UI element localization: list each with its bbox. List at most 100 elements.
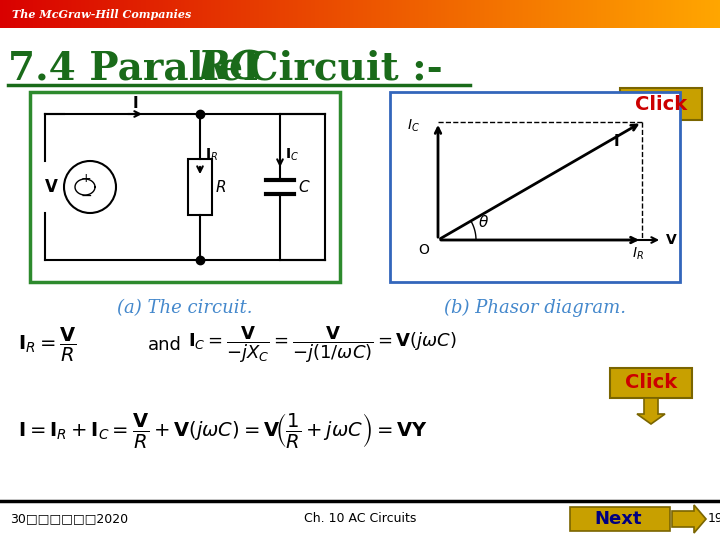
Bar xyxy=(475,0,476,28)
Bar xyxy=(230,0,231,28)
Bar xyxy=(370,0,371,28)
Bar xyxy=(112,0,113,28)
Bar xyxy=(687,0,688,28)
Bar xyxy=(480,0,481,28)
Bar xyxy=(239,0,240,28)
Bar xyxy=(14,0,15,28)
Bar xyxy=(398,0,399,28)
Bar xyxy=(511,0,512,28)
Bar xyxy=(64,0,65,28)
Bar xyxy=(367,0,368,28)
Bar xyxy=(599,0,600,28)
Bar xyxy=(141,0,142,28)
Bar xyxy=(465,0,466,28)
Bar xyxy=(573,0,574,28)
Bar xyxy=(618,0,619,28)
Text: $\mathbf{I}_R = \dfrac{\mathbf{V}}{R}$: $\mathbf{I}_R = \dfrac{\mathbf{V}}{R}$ xyxy=(18,326,76,364)
Bar xyxy=(164,0,165,28)
Bar xyxy=(300,0,301,28)
Bar xyxy=(168,0,169,28)
Bar xyxy=(278,0,279,28)
Bar xyxy=(167,0,168,28)
Bar xyxy=(180,0,181,28)
Bar xyxy=(20,0,21,28)
Bar xyxy=(253,0,254,28)
Bar xyxy=(258,0,259,28)
Bar xyxy=(704,0,705,28)
Bar xyxy=(408,0,409,28)
Bar xyxy=(41,0,42,28)
Bar xyxy=(281,0,282,28)
Bar xyxy=(489,0,490,28)
Bar xyxy=(542,0,543,28)
Bar xyxy=(272,0,273,28)
Bar xyxy=(575,0,576,28)
Bar xyxy=(574,0,575,28)
Bar xyxy=(650,0,651,28)
Bar xyxy=(567,0,568,28)
Bar xyxy=(90,0,91,28)
Bar xyxy=(22,0,23,28)
Bar xyxy=(466,0,467,28)
Bar xyxy=(327,0,328,28)
Bar xyxy=(227,0,228,28)
Bar xyxy=(36,0,37,28)
Bar xyxy=(625,0,626,28)
Bar xyxy=(706,0,707,28)
Bar xyxy=(328,0,329,28)
Bar xyxy=(51,0,52,28)
Bar xyxy=(518,0,519,28)
Bar xyxy=(47,0,48,28)
Bar xyxy=(405,0,406,28)
Bar xyxy=(471,0,472,28)
Bar xyxy=(2,0,3,28)
Bar xyxy=(338,0,339,28)
Bar xyxy=(473,0,474,28)
Bar xyxy=(284,0,285,28)
Bar xyxy=(411,0,412,28)
Bar xyxy=(614,0,615,28)
Bar xyxy=(652,0,653,28)
Bar xyxy=(296,0,297,28)
Bar xyxy=(447,0,448,28)
Bar xyxy=(672,0,673,28)
Bar xyxy=(268,0,269,28)
Bar xyxy=(612,0,613,28)
Bar xyxy=(598,0,599,28)
Bar xyxy=(16,0,17,28)
Bar xyxy=(144,0,145,28)
Bar xyxy=(645,0,646,28)
Bar xyxy=(431,0,432,28)
Bar xyxy=(540,0,541,28)
Bar xyxy=(342,0,343,28)
Bar xyxy=(713,0,714,28)
Bar xyxy=(193,0,194,28)
Bar xyxy=(373,0,374,28)
Bar xyxy=(719,0,720,28)
Bar xyxy=(664,0,665,28)
Bar xyxy=(346,0,347,28)
Bar xyxy=(59,0,60,28)
Bar xyxy=(89,0,90,28)
Bar xyxy=(391,0,392,28)
Bar xyxy=(403,0,404,28)
Bar xyxy=(242,0,243,28)
Bar xyxy=(310,0,311,28)
Bar xyxy=(397,0,398,28)
Bar xyxy=(319,0,320,28)
Bar xyxy=(651,0,652,28)
Bar xyxy=(291,0,292,28)
Bar xyxy=(99,0,100,28)
Bar xyxy=(88,0,89,28)
Bar xyxy=(677,0,678,28)
Bar xyxy=(306,0,307,28)
Bar xyxy=(481,0,482,28)
Bar xyxy=(710,0,711,28)
Bar xyxy=(340,0,341,28)
Bar xyxy=(73,0,74,28)
Bar xyxy=(329,0,330,28)
Bar xyxy=(341,0,342,28)
Bar xyxy=(184,0,185,28)
Bar xyxy=(320,0,321,28)
Bar xyxy=(565,0,566,28)
